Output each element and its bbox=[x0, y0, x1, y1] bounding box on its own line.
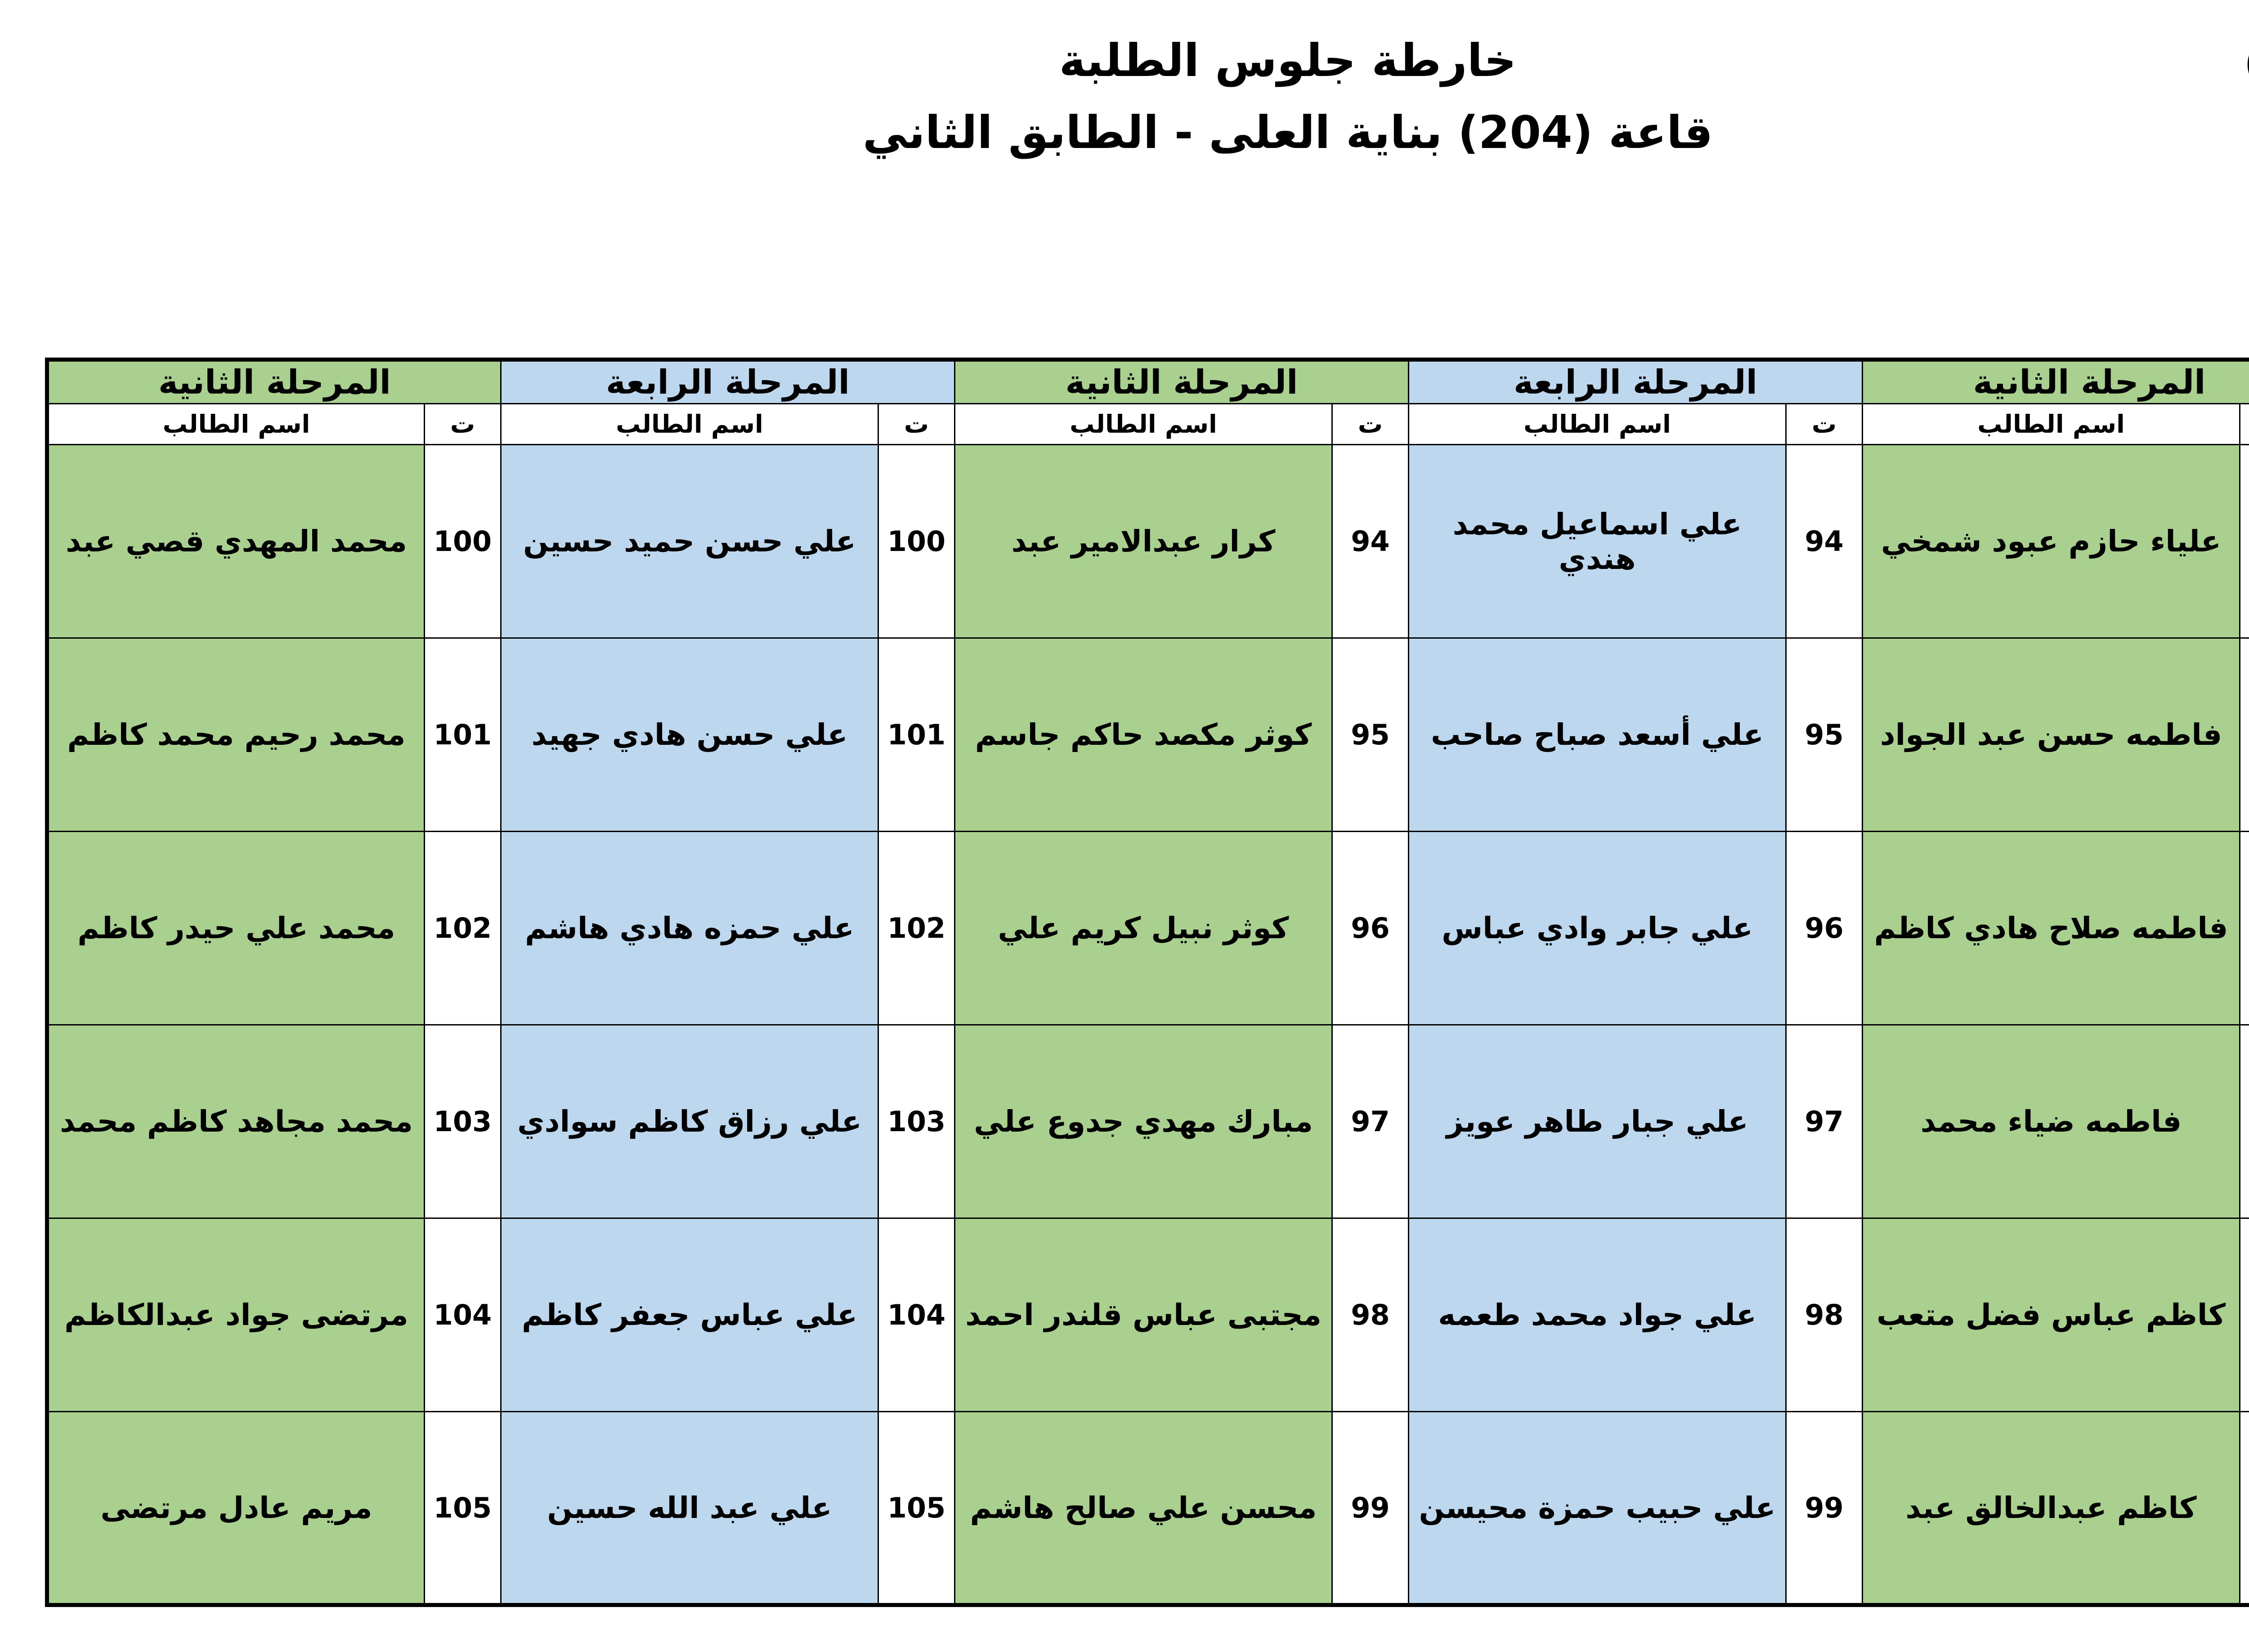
seat-number: 96 bbox=[1331, 831, 1409, 1025]
seat-number: 97 bbox=[1785, 1024, 1863, 1219]
table-body: 88عباس حسين هنيدو جري88علياء حازم عبود ش… bbox=[46, 444, 2249, 1606]
seat-number: 97 bbox=[1331, 1024, 1409, 1219]
student-name: محمد رحيم محمد كاظم bbox=[46, 637, 425, 832]
name-col-header-5: اسم الطالب bbox=[500, 403, 879, 445]
student-name: علي حسن هادي جهيد bbox=[500, 637, 879, 832]
table-row: 90عباس فاضل ناصر حسين90فاطمه صلاح هادي ك… bbox=[46, 831, 2249, 1025]
seat-number: 99 bbox=[1785, 1411, 1863, 1606]
seat-number: 90 bbox=[2239, 831, 2249, 1025]
university-name: جامعة وارث الانبياء (ع) bbox=[2244, 31, 2249, 95]
seat-number: 99 bbox=[1331, 1411, 1409, 1606]
table-row: 91عبد الرحمن صفاء عبد الله91فاطمه ضياء م… bbox=[46, 1024, 2249, 1219]
org-header: جامعة وارث الانبياء (ع) كلية الادارة وال… bbox=[2244, 31, 2249, 223]
page-title: خارطة جلوس الطلبة قاعة (204) بناية العلى… bbox=[863, 25, 1713, 169]
num-col-header-6: ت bbox=[424, 403, 502, 445]
student-name: كاظم عباس فضل متعب bbox=[1862, 1218, 2240, 1412]
stage-header-3: المرحلة الرابعة bbox=[1408, 359, 1863, 404]
student-name: فاطمه صلاح هادي كاظم bbox=[1862, 831, 2240, 1025]
seat-number: 95 bbox=[1331, 637, 1409, 832]
seat-number: 94 bbox=[1331, 444, 1409, 639]
student-name: مجتبى عباس قلندر احمد bbox=[954, 1218, 1333, 1412]
student-name: كرار عبدالامير عبد bbox=[954, 444, 1333, 639]
table-row: 88عباس حسين هنيدو جري88علياء حازم عبود ش… bbox=[46, 444, 2249, 639]
stage-header-6: المرحلة الثانية bbox=[46, 359, 502, 404]
table-row: 89عباس عواد عبد الكاظم89فاطمه حسن عبد ال… bbox=[46, 637, 2249, 832]
student-name: محمد مجاهد كاظم محمد bbox=[46, 1024, 425, 1219]
student-name: كوثر نبيل كريم علي bbox=[954, 831, 1333, 1025]
student-name: كاظم عبدالخالق عبد bbox=[1862, 1411, 2240, 1606]
num-col-header-3: ت bbox=[1785, 403, 1863, 445]
student-name: علياء حازم عبود شمخي bbox=[1862, 444, 2240, 639]
seat-number: 104 bbox=[878, 1218, 955, 1412]
seat-number: 103 bbox=[424, 1024, 502, 1219]
title-line-1: خارطة جلوس الطلبة bbox=[1059, 34, 1517, 87]
student-name: علي اسماعيل محمد هندي bbox=[1408, 444, 1787, 639]
name-col-header-3: اسم الطالب bbox=[1408, 403, 1787, 445]
student-name: علي جابر وادي عباس bbox=[1408, 831, 1787, 1025]
student-name: علي حبيب حمزة محيسن bbox=[1408, 1411, 1787, 1606]
student-name: مرتضى جواد عبدالكاظم bbox=[46, 1218, 425, 1412]
seat-number: 102 bbox=[424, 831, 502, 1025]
student-name: علي حمزه هادي هاشم bbox=[500, 831, 879, 1025]
num-col-header-5: ت bbox=[878, 403, 955, 445]
seat-number: 92 bbox=[2239, 1218, 2249, 1412]
student-name: فاطمه حسن عبد الجواد bbox=[1862, 637, 2240, 832]
stage-header-5: المرحلة الرابعة bbox=[500, 359, 955, 404]
department-name: قسم المحاسبة bbox=[2244, 159, 2249, 223]
name-col-header-6: اسم الطالب bbox=[46, 403, 425, 445]
student-name: علي أسعد صباح صاحب bbox=[1408, 637, 1787, 832]
num-col-header-2: ت bbox=[2239, 403, 2249, 445]
student-name: علي جبار طاهر عويز bbox=[1408, 1024, 1787, 1219]
student-name: علي جواد محمد طعمه bbox=[1408, 1218, 1787, 1412]
seat-number: 91 bbox=[2239, 1024, 2249, 1219]
table-row: 93عقيل عبد الكاظم حسين93كاظم عبدالخالق ع… bbox=[46, 1411, 2249, 1606]
seat-number: 88 bbox=[2239, 444, 2249, 639]
stage-header-2: المرحلة الثانية bbox=[1862, 359, 2249, 404]
seat-number: 100 bbox=[424, 444, 502, 639]
seat-number: 94 bbox=[1785, 444, 1863, 639]
seat-number: 102 bbox=[878, 831, 955, 1025]
name-col-header-4: اسم الطالب bbox=[954, 403, 1333, 445]
student-name: فاطمه ضياء محمد bbox=[1862, 1024, 2240, 1219]
table-row: 92عذراء حيدر رسول عزيز92كاظم عباس فضل مت… bbox=[46, 1218, 2249, 1412]
num-col-header-4: ت bbox=[1331, 403, 1409, 445]
student-name: علي عبد الله حسين bbox=[500, 1411, 879, 1606]
student-name: علي عباس جعفر كاظم bbox=[500, 1218, 879, 1412]
seat-number: 105 bbox=[424, 1411, 502, 1606]
title-line-2: قاعة (204) بناية العلى - الطابق الثاني bbox=[862, 106, 1713, 159]
seat-number: 89 bbox=[2239, 637, 2249, 832]
seat-number: 101 bbox=[424, 637, 502, 832]
seat-number: 100 bbox=[878, 444, 955, 639]
seat-number: 105 bbox=[878, 1411, 955, 1606]
seat-number: 96 bbox=[1785, 831, 1863, 1025]
student-name: محمد المهدي قصي عبد bbox=[46, 444, 425, 639]
student-name: محمد علي حيدر كاظم bbox=[46, 831, 425, 1025]
seat-number: 104 bbox=[424, 1218, 502, 1412]
student-name: مبارك مهدي جدوع علي bbox=[954, 1024, 1333, 1219]
seat-number: 95 bbox=[1785, 637, 1863, 832]
student-name: كوثر مكصد حاكم جاسم bbox=[954, 637, 1333, 832]
stage-header-4: المرحلة الثانية bbox=[954, 359, 1409, 404]
student-name: علي رزاق كاظم سوادي bbox=[500, 1024, 879, 1219]
seat-number: 101 bbox=[878, 637, 955, 832]
seat-number: 98 bbox=[1331, 1218, 1409, 1412]
student-name: مريم عادل مرتضى bbox=[46, 1411, 425, 1606]
college-name: كلية الادارة والاقتصاد bbox=[2244, 95, 2249, 159]
student-name: محسن علي صالح هاشم bbox=[954, 1411, 1333, 1606]
seat-number: 103 bbox=[878, 1024, 955, 1219]
name-col-header-2: اسم الطالب bbox=[1862, 403, 2240, 445]
seat-number: 93 bbox=[2239, 1411, 2249, 1606]
student-name: علي حسن حميد حسين bbox=[500, 444, 879, 639]
seat-number: 98 bbox=[1785, 1218, 1863, 1412]
